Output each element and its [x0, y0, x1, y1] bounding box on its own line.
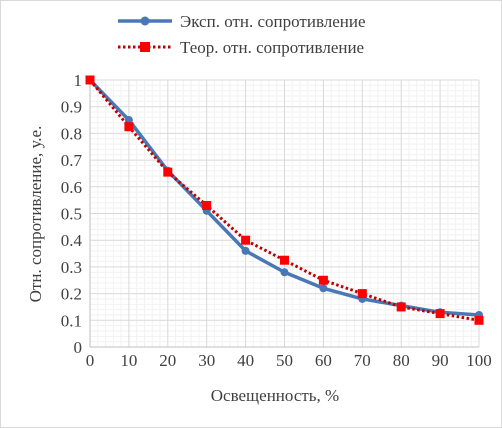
- data-point-exp: [319, 284, 328, 293]
- x-tick-label: 90: [432, 351, 449, 370]
- y-tick-label: 0: [74, 338, 83, 357]
- x-axis-title: Освещенность, %: [211, 386, 339, 405]
- y-tick-label: 0.4: [61, 231, 83, 250]
- legend-marker-exp: [140, 16, 150, 26]
- y-tick-label: 0.9: [61, 98, 82, 117]
- x-tick-label: 40: [237, 351, 254, 370]
- data-point-theor: [318, 275, 328, 285]
- y-tick-label: 0.2: [61, 285, 82, 304]
- x-tick-label: 30: [198, 351, 215, 370]
- legend-label-exp: Эксп. отн. сопротивление: [180, 12, 366, 31]
- legend-item-theor: Теор. отн. сопротивление: [118, 38, 364, 57]
- data-point-theor: [202, 200, 212, 210]
- y-tick-label: 0.8: [61, 124, 82, 143]
- data-point-theor: [241, 235, 251, 245]
- data-point-theor: [396, 302, 406, 312]
- y-axis-title: Отн. сопротивление, у.е.: [26, 126, 45, 303]
- data-point-theor: [435, 309, 445, 319]
- major-gridlines: [90, 79, 480, 347]
- x-tick-label: 70: [354, 351, 371, 370]
- legend-item-exp: Эксп. отн. сопротивление: [118, 12, 366, 31]
- x-tick-label: 60: [315, 351, 332, 370]
- data-point-theor: [280, 255, 289, 265]
- data-point-theor: [124, 122, 134, 132]
- data-point-theor: [357, 289, 367, 299]
- y-tick-label: 0.3: [61, 258, 82, 277]
- x-tick-label: 10: [120, 351, 137, 370]
- y-tick-label: 1: [74, 71, 83, 90]
- legend: Эксп. отн. сопротивление Теор. отн. сопр…: [118, 12, 366, 57]
- x-tick-label: 80: [393, 351, 410, 370]
- x-tick-labels: 0 10 20 30 40 50 60 70 80 90 100: [86, 351, 492, 370]
- y-tick-label: 0.1: [61, 311, 82, 330]
- data-point-theor: [474, 315, 484, 325]
- x-tick-label: 50: [276, 351, 293, 370]
- series-line-theor: [88, 79, 480, 322]
- x-tick-label: 20: [159, 351, 176, 370]
- y-tick-labels: 0 0.1 0.2 0.3 0.4 0.5 0.6 0.7 0.8 0.9 1: [61, 71, 83, 357]
- series-layer: [85, 75, 484, 325]
- data-point-theor: [163, 167, 173, 177]
- data-point-exp: [280, 268, 289, 277]
- y-tick-label: 0.5: [61, 205, 82, 224]
- legend-label-theor: Теор. отн. сопротивление: [180, 38, 364, 57]
- data-point-exp: [241, 246, 250, 255]
- x-tick-label: 0: [86, 351, 95, 370]
- y-tick-label: 0.7: [61, 151, 83, 170]
- x-tick-label: 100: [466, 351, 492, 370]
- legend-marker-theor: [140, 42, 150, 52]
- y-tick-label: 0.6: [61, 178, 82, 197]
- axes: [89, 80, 479, 348]
- data-point-theor: [85, 75, 95, 85]
